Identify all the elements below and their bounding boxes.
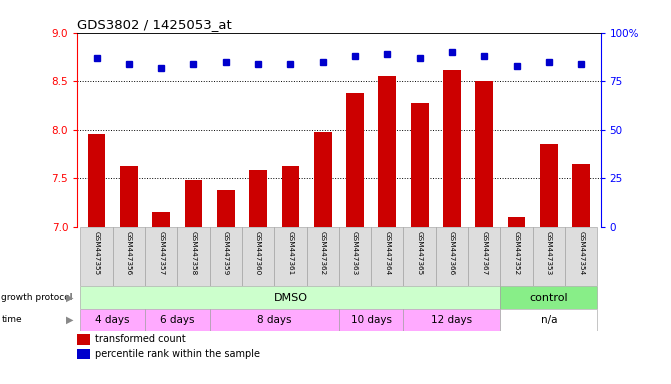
Bar (508, 217, 525, 227)
Text: GSM447361: GSM447361 (287, 232, 293, 276)
Bar (572, 164, 590, 227)
Bar (314, 132, 331, 227)
Bar (249, 170, 267, 227)
Bar (81, 286, 501, 309)
Bar (403, 309, 501, 331)
Bar (177, 227, 209, 286)
Text: GSM447357: GSM447357 (158, 232, 164, 276)
Text: control: control (529, 293, 568, 303)
Bar (339, 227, 371, 286)
Bar (77, 334, 90, 344)
Text: 6 days: 6 days (160, 315, 195, 325)
Text: GSM447366: GSM447366 (449, 232, 455, 276)
Bar (403, 227, 435, 286)
Bar (217, 190, 235, 227)
Bar (145, 309, 209, 331)
Bar (501, 309, 597, 331)
Text: 4 days: 4 days (95, 315, 130, 325)
Bar (339, 309, 403, 331)
Bar (565, 227, 597, 286)
Bar (501, 227, 533, 286)
Bar (411, 103, 429, 227)
Bar (540, 144, 558, 227)
Text: GDS3802 / 1425053_at: GDS3802 / 1425053_at (77, 18, 232, 31)
Text: GSM447353: GSM447353 (546, 232, 552, 276)
Text: GSM447363: GSM447363 (352, 232, 358, 276)
Bar (81, 309, 145, 331)
Text: 12 days: 12 days (431, 315, 472, 325)
Text: ▶: ▶ (66, 315, 74, 325)
Text: transformed count: transformed count (95, 334, 187, 344)
Bar (307, 227, 339, 286)
Text: GSM447356: GSM447356 (126, 232, 132, 276)
Bar (282, 166, 299, 227)
Text: time: time (1, 315, 22, 324)
Bar (468, 227, 501, 286)
Bar (274, 227, 307, 286)
Text: GSM447360: GSM447360 (255, 232, 261, 276)
Bar (145, 227, 177, 286)
Text: DMSO: DMSO (273, 293, 307, 303)
Text: growth protocol: growth protocol (1, 293, 72, 302)
Text: GSM447359: GSM447359 (223, 232, 229, 276)
Text: GSM447352: GSM447352 (513, 232, 519, 276)
Bar (185, 180, 203, 227)
Text: GSM447355: GSM447355 (93, 232, 99, 276)
Text: GSM447362: GSM447362 (319, 232, 325, 276)
Bar (209, 309, 339, 331)
Text: 8 days: 8 days (257, 315, 291, 325)
Text: ▶: ▶ (66, 293, 74, 303)
Text: GSM447365: GSM447365 (417, 232, 423, 276)
Bar (209, 227, 242, 286)
Text: n/a: n/a (541, 315, 557, 325)
Bar (242, 227, 274, 286)
Text: GSM447358: GSM447358 (191, 232, 197, 276)
Bar (113, 227, 145, 286)
Bar (88, 134, 105, 227)
Bar (443, 70, 461, 227)
Bar (501, 286, 597, 309)
Bar (152, 212, 170, 227)
Bar (435, 227, 468, 286)
Bar (77, 349, 90, 359)
Bar (81, 227, 113, 286)
Bar (475, 81, 493, 227)
Bar (346, 93, 364, 227)
Bar (371, 227, 403, 286)
Bar (120, 166, 138, 227)
Text: GSM447367: GSM447367 (481, 232, 487, 276)
Text: GSM447364: GSM447364 (384, 232, 391, 276)
Bar (378, 76, 396, 227)
Text: percentile rank within the sample: percentile rank within the sample (95, 349, 260, 359)
Text: 10 days: 10 days (351, 315, 392, 325)
Text: GSM447354: GSM447354 (578, 232, 584, 276)
Bar (533, 227, 565, 286)
